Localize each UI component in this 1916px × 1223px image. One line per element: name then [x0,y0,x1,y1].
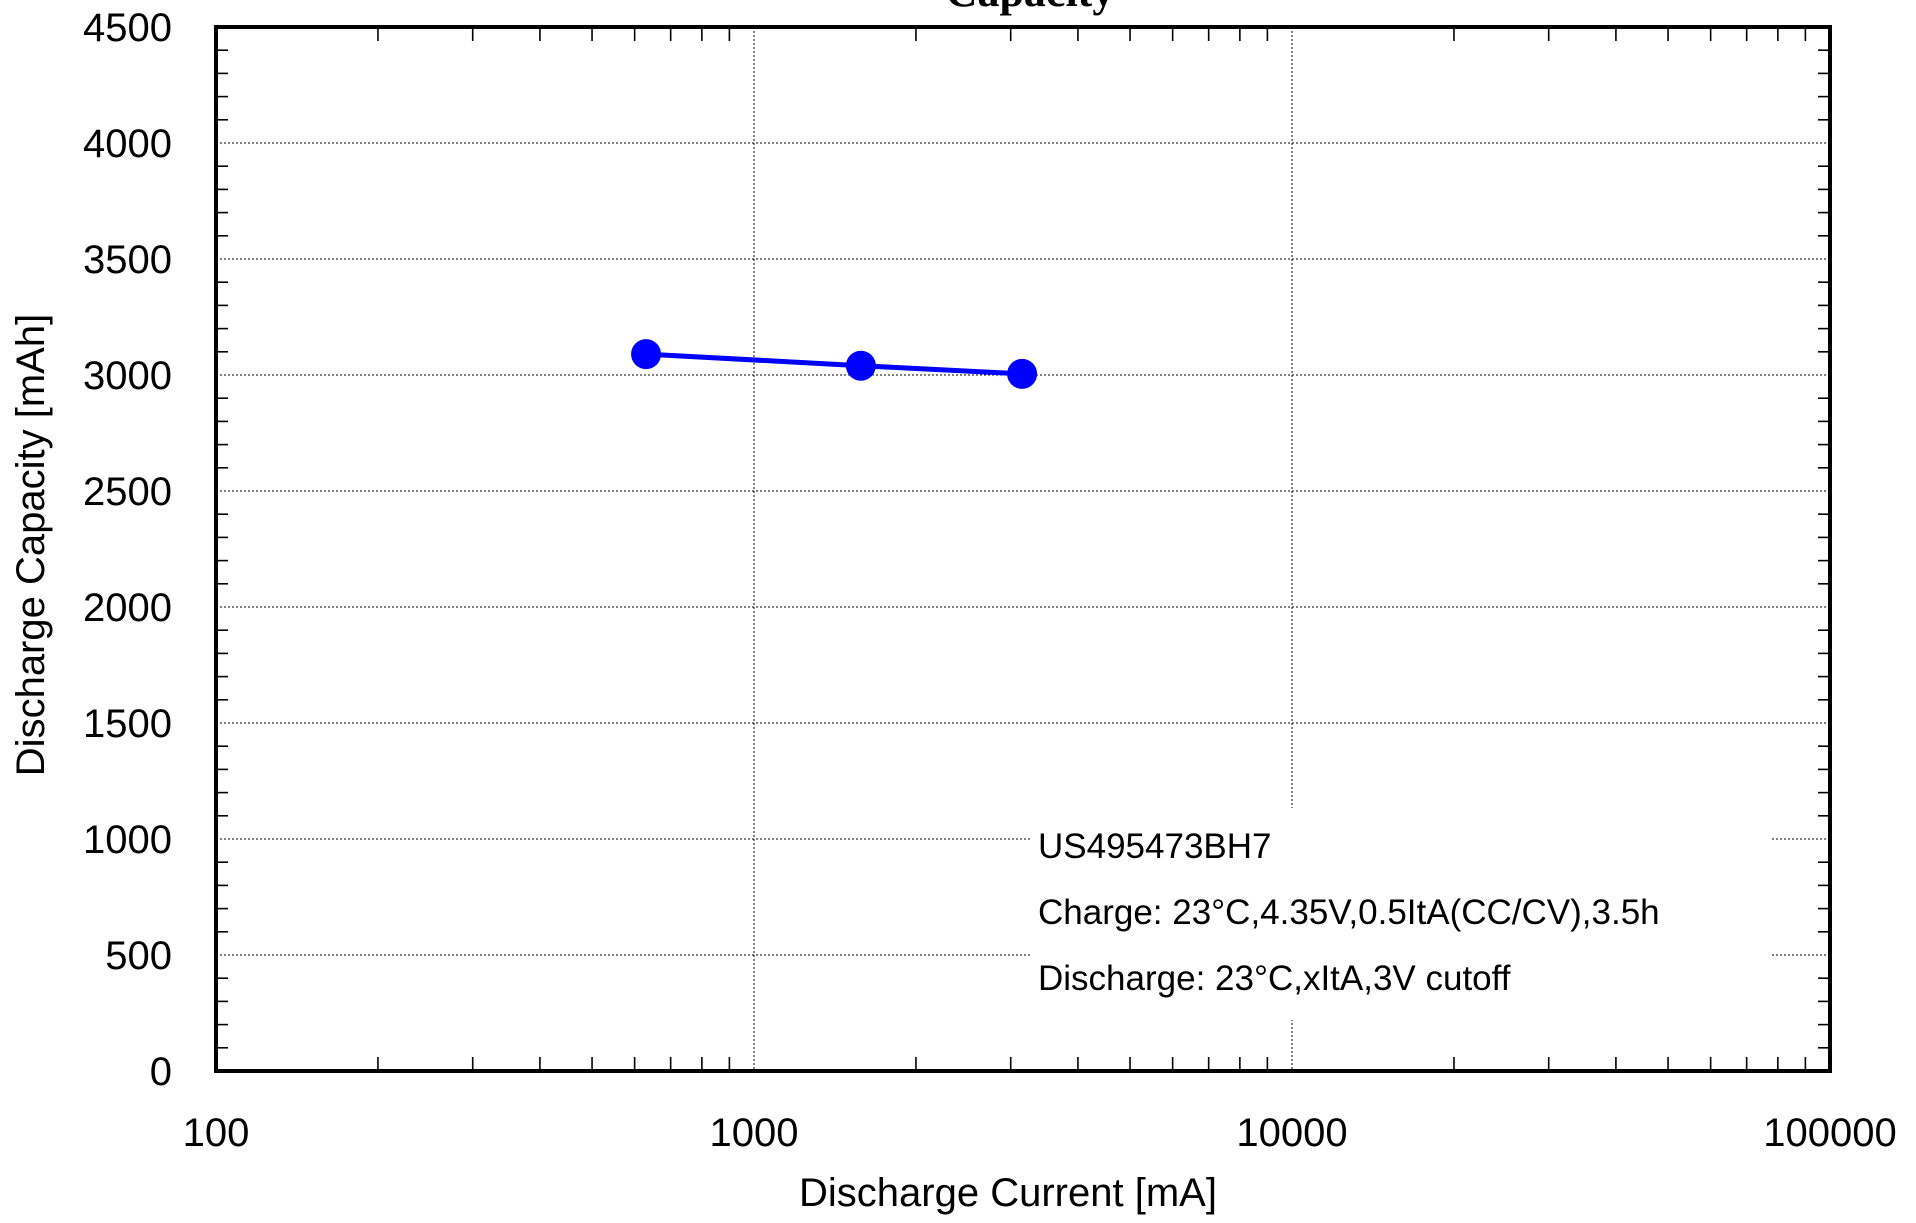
data-point [845,350,876,381]
y-tick-label: 0 [150,1050,172,1094]
chart-title: Capacity [946,0,1115,16]
x-tick-label: 10000 [1236,1111,1347,1155]
data-point [1007,358,1038,389]
annotation-line-3: Discharge: 23°C,xItA,3V cutoff [1038,959,1511,998]
minor-ticks [216,27,1830,1071]
plot-area [214,25,1832,1073]
y-tick-label: 4000 [83,122,172,166]
series-layer [631,339,1038,389]
y-tick-label: 3000 [83,354,172,398]
y-axis-ticks: 0 500 1000 1500 2000 2500 3000 3500 4000 4500 [83,6,172,1094]
y-tick-label: 2500 [83,470,172,514]
data-point [631,339,662,370]
y-tick-label: 1000 [83,818,172,862]
y-tick-label: 2000 [83,586,172,630]
annotation-line-2: Charge: 23°C,4.35V,0.5ItA(CC/CV),3.5h [1038,893,1660,932]
y-tick-label: 500 [105,934,172,978]
x-axis-title: Discharge Current [mA] [799,1171,1217,1215]
x-axis-ticks: 100 1000 10000 100000 [183,1111,1897,1155]
y-tick-label: 1500 [83,702,172,746]
y-tick-label: 3500 [83,238,172,282]
x-tick-label: 100000 [1763,1111,1896,1155]
y-tick-label: 4500 [83,6,172,50]
x-tick-label: 1000 [710,1111,799,1155]
x-tick-label: 100 [183,1111,250,1155]
y-axis-title: Discharge Capacity [mAh] [9,314,53,776]
annotation-box [1030,808,1770,1020]
annotation-text: US495473BH7 Charge: 23°C,4.35V,0.5ItA(CC… [1038,827,1660,998]
series-line [645,351,1023,377]
annotation-line-1: US495473BH7 [1038,827,1272,866]
